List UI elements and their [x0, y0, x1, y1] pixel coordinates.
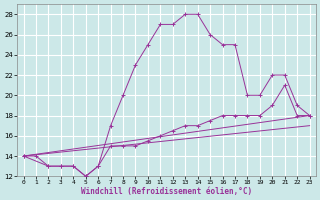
X-axis label: Windchill (Refroidissement éolien,°C): Windchill (Refroidissement éolien,°C) [81, 187, 252, 196]
